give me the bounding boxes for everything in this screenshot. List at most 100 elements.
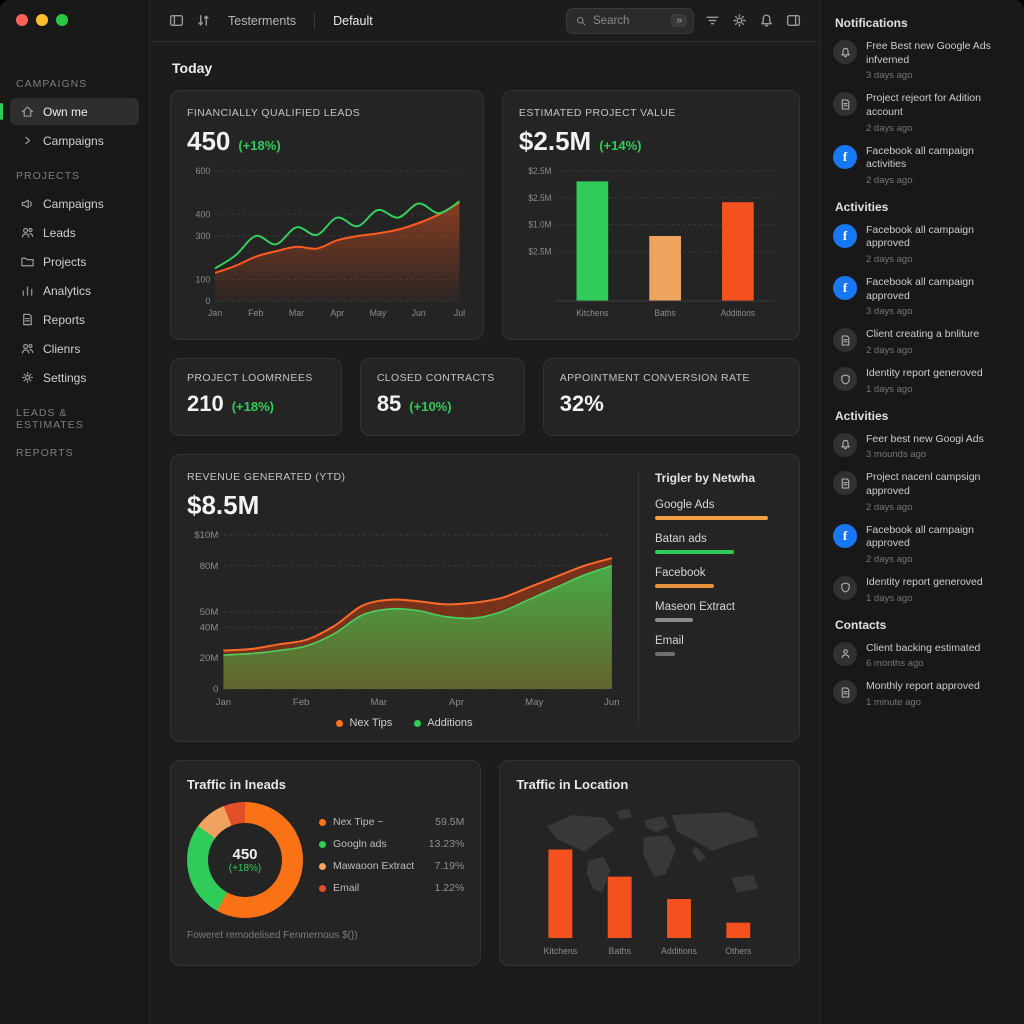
workspace-name[interactable]: Testerments — [228, 13, 297, 28]
sidebar-item-analytics[interactable]: Analytics — [10, 277, 139, 304]
trigger-item-google-ads: Google Ads — [655, 499, 783, 520]
card-title: ESTIMATED PROJECT VALUE — [518, 107, 676, 119]
legend-item-additions: Additions — [414, 717, 473, 729]
shield-icon — [833, 575, 857, 600]
item-text: Monthly report approved — [866, 680, 980, 693]
panel-title: Trigler by Netwha — [655, 471, 756, 485]
sidebar-item-reports[interactable]: Reports — [10, 306, 139, 333]
gear-icon[interactable] — [731, 12, 748, 29]
bell-icon[interactable] — [758, 12, 775, 29]
card-project-loomrnees: PROJECT LOOMRNEES 210 (+18%) — [170, 358, 342, 436]
card-title: REVENUE GENERATED (YTD) — [187, 471, 346, 483]
activities-item[interactable]: Identity report generoved 1 days ago — [833, 575, 1012, 604]
search-input[interactable] — [593, 14, 666, 27]
legend-dot — [319, 862, 326, 870]
card-appointment-conversion-rate: APPOINTMENT CONVERSION RATE 32% — [542, 358, 800, 436]
filter-icon[interactable] — [704, 12, 721, 29]
svg-text:0: 0 — [213, 684, 218, 695]
sidebar-item-projects[interactable]: Projects — [10, 248, 139, 275]
page-title: Today — [172, 60, 213, 76]
svg-text:May: May — [370, 308, 387, 318]
item-text: Facebook all campaign approved — [866, 223, 974, 250]
activities-item[interactable]: Feer best new Googi Ads 3 mounds ago — [833, 432, 1012, 460]
svg-text:Others: Others — [726, 946, 753, 956]
activities-item[interactable]: f Facebook all campaign approved 2 days ag… — [833, 223, 1012, 265]
activities-item[interactable]: f Facebook all campaign approved 2 days ag… — [833, 523, 1012, 565]
kpi-value: 85 — [376, 391, 402, 416]
activities-item[interactable]: Identity report generoved 1 days ago — [833, 367, 1012, 395]
item-text: Identity report generoved — [866, 367, 983, 380]
svg-text:Jun: Jun — [412, 308, 426, 318]
sidebar-item-label: Campaigns — [43, 133, 104, 148]
project-value-bar-chart: $2.5M $2.5M $1.0M $2.5M Kitchens Baths Additio… — [519, 163, 783, 321]
svg-text:Jun: Jun — [604, 697, 619, 708]
legend-dot — [336, 719, 344, 727]
facebook-icon: f — [833, 223, 857, 248]
minimize-window-button[interactable] — [36, 14, 48, 26]
item-time: 3 days ago — [866, 306, 913, 318]
legend-item-nex-tips: Nex Tips — [336, 717, 392, 729]
zoom-window-button[interactable] — [56, 14, 68, 26]
notifications-item[interactable]: Free Best new Google Ads infverned 3 days… — [833, 40, 1012, 81]
contacts-item[interactable]: Monthly report approved 1 minute ago — [833, 680, 1012, 708]
svg-text:Apr: Apr — [330, 308, 344, 318]
card-traffic-in-location: Traffic in Location Kitchens Baths Additio… — [499, 760, 800, 966]
donut-legend: Nex Tipe ~ 59.5M Googln ads 13.23% Mawaoon E… — [319, 816, 464, 904]
svg-text:Feb: Feb — [248, 308, 263, 318]
panel-right-icon[interactable] — [785, 12, 802, 29]
sidebar-item-campaigns[interactable]: Campaigns — [10, 127, 139, 154]
trigger-item-batan-ads: Batan ads — [655, 533, 783, 554]
trigger-label: Email — [655, 635, 684, 647]
sidebar-section-title-leads-estimates: LEADS & ESTIMATES — [16, 407, 84, 431]
svg-text:Mar: Mar — [371, 697, 388, 708]
document-icon — [833, 680, 857, 705]
kpi-value: 32% — [559, 391, 604, 416]
trigger-label: Google Ads — [655, 499, 715, 511]
sidebar-item-settings[interactable]: Settings — [10, 364, 139, 391]
contacts-item[interactable]: Client backing estimated 6 months ago — [833, 641, 1012, 670]
close-window-button[interactable] — [16, 14, 28, 26]
sidebar-item-leads[interactable]: Leads — [10, 219, 139, 246]
document-icon — [833, 92, 857, 117]
item-text: Identity report generoved — [866, 575, 983, 588]
item-time: 2 days ago — [866, 501, 913, 513]
svg-text:Baths: Baths — [654, 308, 676, 319]
sidebar-item-clienrs[interactable]: Clienrs — [10, 335, 139, 362]
sidebar-section-title-campaigns: CAMPAIGNS — [16, 78, 88, 90]
sidebar-item-label: Analytics — [43, 283, 92, 298]
legend-label: Nex Tips — [349, 717, 393, 729]
item-time: 2 days ago — [866, 174, 913, 186]
megaphone-icon — [20, 196, 35, 211]
notifications-item[interactable]: f Facebook all campaign activities 2 days … — [833, 144, 1012, 186]
card-title: FINANCIALLY QUALIFIED LEADS — [187, 107, 361, 119]
sidebar-item-label: Own me — [43, 104, 88, 119]
epv-value: $2.5M — [518, 126, 592, 156]
sidebar-item-campaigns[interactable]: Campaigns — [10, 190, 139, 217]
item-time: 6 months ago — [866, 658, 924, 670]
sidebar-item-own-me[interactable]: Own me — [0, 98, 139, 125]
tab-default[interactable]: Default — [333, 13, 373, 28]
svg-text:$10M: $10M — [194, 530, 218, 541]
svg-text:Additions: Additions — [721, 308, 756, 319]
sidebar-item-label: Reports — [43, 312, 86, 327]
card-title: Traffic in Location — [516, 777, 629, 792]
document-icon — [20, 312, 35, 327]
svg-text:$1.0M: $1.0M — [528, 219, 551, 230]
sidebar-toggle-icon[interactable] — [168, 12, 185, 29]
notifications-item[interactable]: Project rejeort for Adition account 2 day… — [833, 92, 1012, 134]
trigger-label: Facebook — [655, 567, 706, 579]
activities-item[interactable]: Client creating a bnliture 2 days ago — [833, 328, 1012, 356]
svg-text:Additions: Additions — [661, 946, 697, 956]
activities-item[interactable]: f Facebook all campaign approved 3 days ag… — [833, 276, 1012, 317]
sort-icon[interactable] — [195, 12, 212, 29]
trigger-bar — [655, 618, 694, 622]
search-icon — [575, 15, 587, 27]
gear-icon — [20, 370, 35, 385]
main-column: Testerments Default » Today FINANCIALLY … — [150, 0, 820, 1024]
legend-dot — [319, 818, 326, 826]
trigger-label: Maseon Extract — [655, 601, 735, 613]
activities-item[interactable]: Project nacenl campsign approved 2 days a… — [833, 471, 1012, 513]
trigger-item-facebook: Facebook — [655, 567, 783, 588]
search-box[interactable]: » — [566, 7, 694, 34]
item-time: 1 minute ago — [866, 696, 921, 708]
